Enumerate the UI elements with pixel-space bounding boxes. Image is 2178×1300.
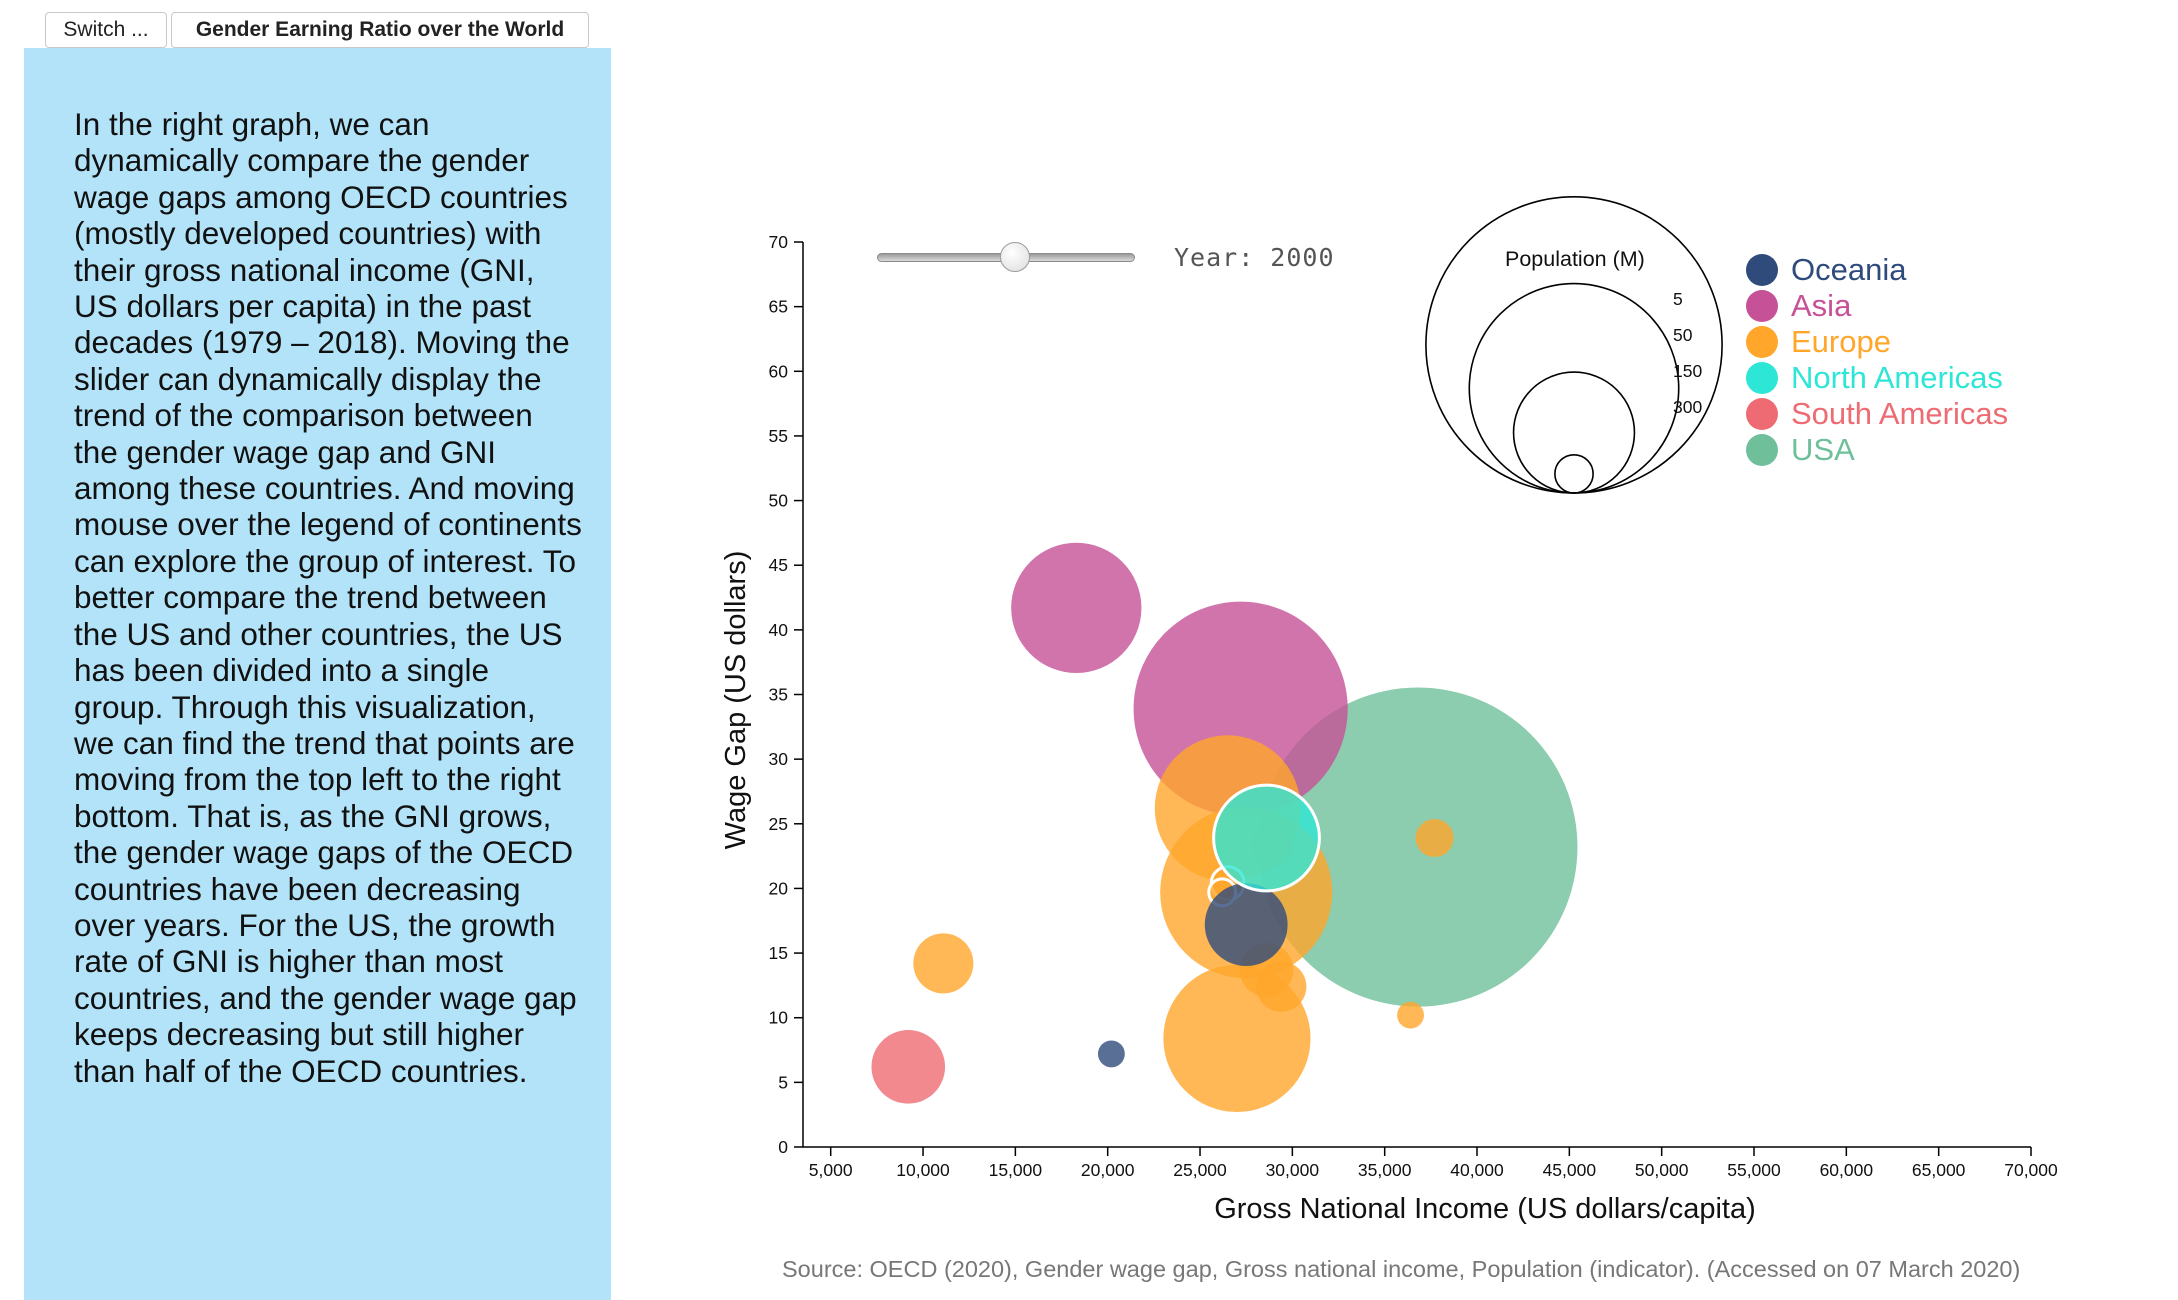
x-tick-label: 30,000 xyxy=(1266,1160,1320,1180)
y-tick-label: 25 xyxy=(769,814,788,834)
size-label-300: 300 xyxy=(1673,397,1703,417)
data-point xyxy=(1011,542,1142,674)
legend-label-asia: Asia xyxy=(1791,288,1852,323)
y-tick-label: 35 xyxy=(769,685,788,705)
legend-label-north-americas: North Americas xyxy=(1791,360,2003,395)
size-label-5: 5 xyxy=(1673,289,1683,309)
x-tick-label: 65,000 xyxy=(1912,1160,1966,1180)
y-tick-label: 10 xyxy=(769,1008,789,1028)
x-tick-label: 25,000 xyxy=(1173,1160,1227,1180)
data-point xyxy=(913,933,974,994)
y-tick-label: 45 xyxy=(769,555,788,575)
legend-label-oceania: Oceania xyxy=(1791,252,1907,287)
size-legend-circle xyxy=(1425,196,1723,494)
usa-swatch xyxy=(1746,434,1778,466)
south-americas-swatch xyxy=(1746,398,1778,430)
y-tick-label: 15 xyxy=(769,943,788,963)
y-axis-title: Wage Gap (US dollars) xyxy=(720,551,752,850)
size-legend-circles xyxy=(1425,196,1723,494)
y-tick-label: 60 xyxy=(769,361,789,381)
y-tick-label: 65 xyxy=(769,297,788,317)
y-tick-label: 0 xyxy=(778,1137,788,1157)
y-tick-label: 50 xyxy=(769,491,789,511)
legend-label-europe: Europe xyxy=(1791,324,1891,359)
data-point xyxy=(1256,961,1307,1012)
data-point xyxy=(1097,1040,1125,1068)
size-legend-circle xyxy=(1512,371,1636,494)
x-tick-label: 45,000 xyxy=(1543,1160,1597,1180)
data-points xyxy=(871,542,1578,1112)
size-legend-circle xyxy=(1554,453,1594,494)
x-tick-label: 60,000 xyxy=(1820,1160,1874,1180)
x-tick-label: 55,000 xyxy=(1727,1160,1781,1180)
x-tick-label: 20,000 xyxy=(1081,1160,1135,1180)
legend-item-south-americas[interactable]: South Americas xyxy=(1746,396,2008,432)
legend-item-north-americas[interactable]: North Americas xyxy=(1746,360,2003,396)
x-tick-label: 5,000 xyxy=(809,1160,853,1180)
y-axis: 0 5 10 15 20 25 30 35 40 45 50 55 60 65 70 xyxy=(769,232,804,1157)
x-tick-label: 15,000 xyxy=(989,1160,1043,1180)
y-tick-label: 30 xyxy=(769,749,789,769)
y-tick-label: 5 xyxy=(778,1072,788,1092)
legend-item-oceania[interactable]: Oceania xyxy=(1746,252,1906,288)
y-tick-label: 40 xyxy=(769,620,789,640)
data-point xyxy=(1204,883,1288,967)
x-tick-label: 40,000 xyxy=(1450,1160,1504,1180)
year-label: Year: 2000 xyxy=(1174,243,1335,272)
y-tick-label: 55 xyxy=(769,426,788,446)
x-tick-label: 35,000 xyxy=(1358,1160,1412,1180)
data-point xyxy=(871,1030,946,1104)
year-slider-thumb[interactable] xyxy=(999,242,1030,272)
title-tab[interactable]: Gender Earning Ratio over the World xyxy=(171,12,589,48)
asia-swatch xyxy=(1746,290,1778,322)
y-tick-label: 20 xyxy=(769,878,789,898)
legend-item-usa[interactable]: USA xyxy=(1746,432,1855,468)
oceania-swatch xyxy=(1746,254,1778,286)
x-tick-label: 70,000 xyxy=(2004,1160,2058,1180)
description-text: In the right graph, we can dynamically c… xyxy=(74,106,582,1089)
source-note: Source: OECD (2020), Gender wage gap, Gr… xyxy=(782,1256,2021,1282)
size-label-50: 50 xyxy=(1673,325,1693,345)
legend-label-usa: USA xyxy=(1791,432,1855,467)
legend-item-asia[interactable]: Asia xyxy=(1746,288,1851,324)
x-tick-label: 10,000 xyxy=(896,1160,950,1180)
y-tick-label: 70 xyxy=(769,232,789,252)
europe-swatch xyxy=(1746,326,1778,358)
data-point xyxy=(1397,1001,1424,1029)
x-axis: 5,000 10,000 15,000 20,000 25,000 30,000 35,00… xyxy=(803,1146,2058,1180)
size-legend-circle xyxy=(1468,282,1680,494)
population-legend-title: Population (M) xyxy=(1505,247,1645,271)
x-tick-label: 50,000 xyxy=(1635,1160,1689,1180)
legend-label-south-americas: South Americas xyxy=(1791,396,2009,431)
size-label-150: 150 xyxy=(1673,361,1703,381)
switch-button[interactable]: Switch ... xyxy=(45,12,167,48)
legend-item-europe[interactable]: Europe xyxy=(1746,324,1891,360)
description-panel: In the right graph, we can dynamically c… xyxy=(24,48,611,1300)
north-americas-swatch xyxy=(1746,362,1778,394)
x-axis-title: Gross National Income (US dollars/capita… xyxy=(1214,1193,1756,1225)
data-point xyxy=(1212,783,1321,893)
data-point xyxy=(1415,819,1454,858)
